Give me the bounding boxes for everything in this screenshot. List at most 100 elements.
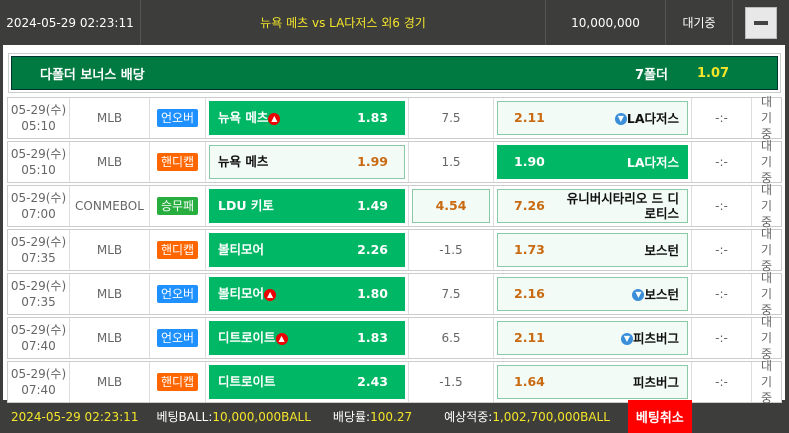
home-cell: 디트로이트 2.43 (206, 362, 409, 402)
table-row: 05-29(수) 05:10 MLB 언오버 뉴욕 메츠 ▲ 1.83 7.5 2.1… (7, 95, 782, 141)
home-odds: 1.83 (357, 110, 388, 125)
home-odds: 1.99 (357, 154, 388, 169)
away-odds: 7.26 (514, 198, 545, 213)
arrow-up-icon: ▲ (268, 112, 281, 125)
away-pick[interactable]: 2.11 ▼ 피츠버그 (497, 321, 688, 355)
home-team: 뉴욕 메츠 (218, 154, 269, 169)
score: -:- (692, 186, 752, 226)
line-value: -1.5 (439, 375, 463, 389)
away-cell: 1.73 보스턴 (494, 230, 692, 270)
home-cell: LDU 키토 1.49 (206, 186, 409, 226)
home-team: 뉴욕 메츠 (218, 110, 269, 125)
home-pick[interactable]: 볼티모어 2.26 (209, 233, 405, 267)
away-cell: 7.26 유니버시타리오 드 디로티스 (494, 186, 692, 226)
collapse-button[interactable] (745, 6, 777, 39)
arrow-up-icon: ▲ (264, 288, 277, 301)
table-row: 05-29(수) 07:40 MLB 핸디캡 디트로이트 2.43 -1.5 1.6… (7, 359, 782, 405)
bet-type: 핸디캡 (150, 230, 206, 270)
away-cell: 2.11 ▼ LA다저스 (494, 98, 692, 138)
line-value: 1.5 (441, 155, 461, 169)
row-status: 대기중 (760, 359, 773, 405)
score: -:- (692, 362, 752, 402)
bet-amount: 베팅BALL:10,000,000BALL (156, 410, 311, 424)
mid-cell: 7.5 (409, 98, 494, 138)
away-team: 피츠버그 (632, 374, 679, 390)
match-datetime: 05-29(수) 05:10 (8, 142, 70, 182)
home-cell: 뉴욕 메츠 ▲ 1.83 (206, 98, 409, 138)
bet-type: 핸디캡 (150, 142, 206, 182)
away-team: 보스턴 (644, 242, 679, 258)
bonus-value: 1.07 (697, 65, 730, 81)
arrow-down-icon: ▼ (632, 289, 645, 301)
home-team: 볼티모어 (218, 242, 265, 257)
mid-cell: 4.54 (409, 186, 494, 226)
line-value: 7.5 (441, 287, 461, 301)
table-row: 05-29(수) 05:10 MLB 핸디캡 뉴욕 메츠 1.99 1.5 1.90… (7, 139, 782, 185)
bet-detail-panel: 다폴더 보너스 배당 7폴더 1.07 05-29(수) 05:10 MLB 언오… (3, 45, 785, 405)
home-pick[interactable]: 디트로이트 2.43 (209, 365, 405, 399)
home-odds: 1.80 (357, 286, 388, 301)
bonus-bar: 다폴더 보너스 배당 7폴더 1.07 (8, 53, 781, 93)
home-odds: 1.83 (357, 330, 388, 345)
odds-total: 배당률:100.27 (332, 410, 413, 424)
home-odds: 2.43 (357, 374, 388, 389)
away-pick[interactable]: 2.16 ▼ 보스턴 (497, 277, 688, 311)
footer-datetime: 2024-05-29 02:23:11 (11, 409, 139, 424)
bonus-folds: 7폴더 (635, 67, 668, 83)
home-pick[interactable]: 뉴욕 메츠 ▲ 1.83 (209, 101, 405, 135)
home-team: 디트로이트 (218, 330, 276, 345)
bet-type-badge: 언오버 (156, 329, 199, 347)
table-row: 05-29(수) 07:00 CONMEBOL 승무패 LDU 키토 1.49 4.… (7, 183, 782, 229)
line-value: 6.5 (441, 331, 461, 345)
home-cell: 볼티모어 ▲ 1.80 (206, 274, 409, 314)
row-status: 대기중 (760, 139, 773, 185)
away-pick[interactable]: 1.73 보스턴 (497, 233, 688, 267)
bet-type-badge: 언오버 (156, 109, 199, 127)
match-datetime: 05-29(수) 07:40 (8, 318, 70, 358)
row-status: 대기중 (760, 227, 773, 273)
bet-type-badge: 승무패 (156, 197, 199, 215)
match-datetime: 05-29(수) 07:35 (8, 274, 70, 314)
away-odds: 2.11 (514, 330, 545, 345)
header-title: 뉴욕 메츠 vs LA다저스 외6 경기 (141, 0, 546, 45)
away-pick[interactable]: 2.11 ▼ LA다저스 (497, 101, 688, 135)
away-cell: 1.90 LA다저스 (494, 142, 692, 182)
home-pick[interactable]: 볼티모어 ▲ 1.80 (209, 277, 405, 311)
line-value: 7.5 (441, 111, 461, 125)
match-datetime: 05-29(수) 05:10 (8, 98, 70, 138)
away-team: LA다저스 (626, 110, 679, 126)
away-pick[interactable]: 1.64 피츠버그 (497, 365, 688, 399)
bonus-label: 다폴더 보너스 배당 (40, 67, 145, 83)
footer: 2024-05-29 02:23:11 베팅BALL:10,000,000BAL… (0, 400, 789, 433)
away-cell: 2.11 ▼ 피츠버그 (494, 318, 692, 358)
header-status: 대기중 (666, 0, 733, 45)
match-datetime: 05-29(수) 07:00 (8, 186, 70, 226)
home-cell: 뉴욕 메츠 1.99 (206, 142, 409, 182)
home-pick[interactable]: 디트로이트 ▲ 1.83 (209, 321, 405, 355)
arrow-down-icon: ▼ (620, 333, 633, 345)
bet-type: 승무패 (150, 186, 206, 226)
away-pick[interactable]: 7.26 유니버시타리오 드 디로티스 (497, 189, 688, 223)
away-team: 유니버시타리오 드 디로티스 (566, 191, 679, 221)
away-odds: 2.11 (514, 110, 545, 125)
cancel-bet-button[interactable]: 베팅취소 (627, 400, 692, 433)
home-pick[interactable]: 뉴욕 메츠 1.99 (209, 145, 405, 179)
bet-type: 언오버 (150, 318, 206, 358)
mid-cell: 6.5 (409, 318, 494, 358)
away-pick[interactable]: 1.90 LA다저스 (497, 145, 688, 179)
table-row: 05-29(수) 07:40 MLB 언오버 디트로이트 ▲ 1.83 6.5 2.1… (7, 315, 782, 361)
home-odds: 1.49 (357, 198, 388, 213)
away-odds: 2.16 (514, 286, 545, 301)
minus-icon (754, 20, 768, 25)
score: -:- (692, 318, 752, 358)
arrow-down-icon: ▼ (614, 113, 627, 125)
away-team: 피츠버그 (632, 330, 679, 346)
score: -:- (692, 274, 752, 314)
score: -:- (692, 98, 752, 138)
home-pick[interactable]: LDU 키토 1.49 (209, 189, 405, 223)
draw-pick[interactable]: 4.54 (412, 189, 490, 223)
header-datetime: 2024-05-29 02:23:11 (0, 0, 141, 45)
home-team: 볼티모어 (218, 286, 265, 301)
league: MLB (70, 98, 150, 138)
away-odds: 1.73 (514, 242, 545, 257)
